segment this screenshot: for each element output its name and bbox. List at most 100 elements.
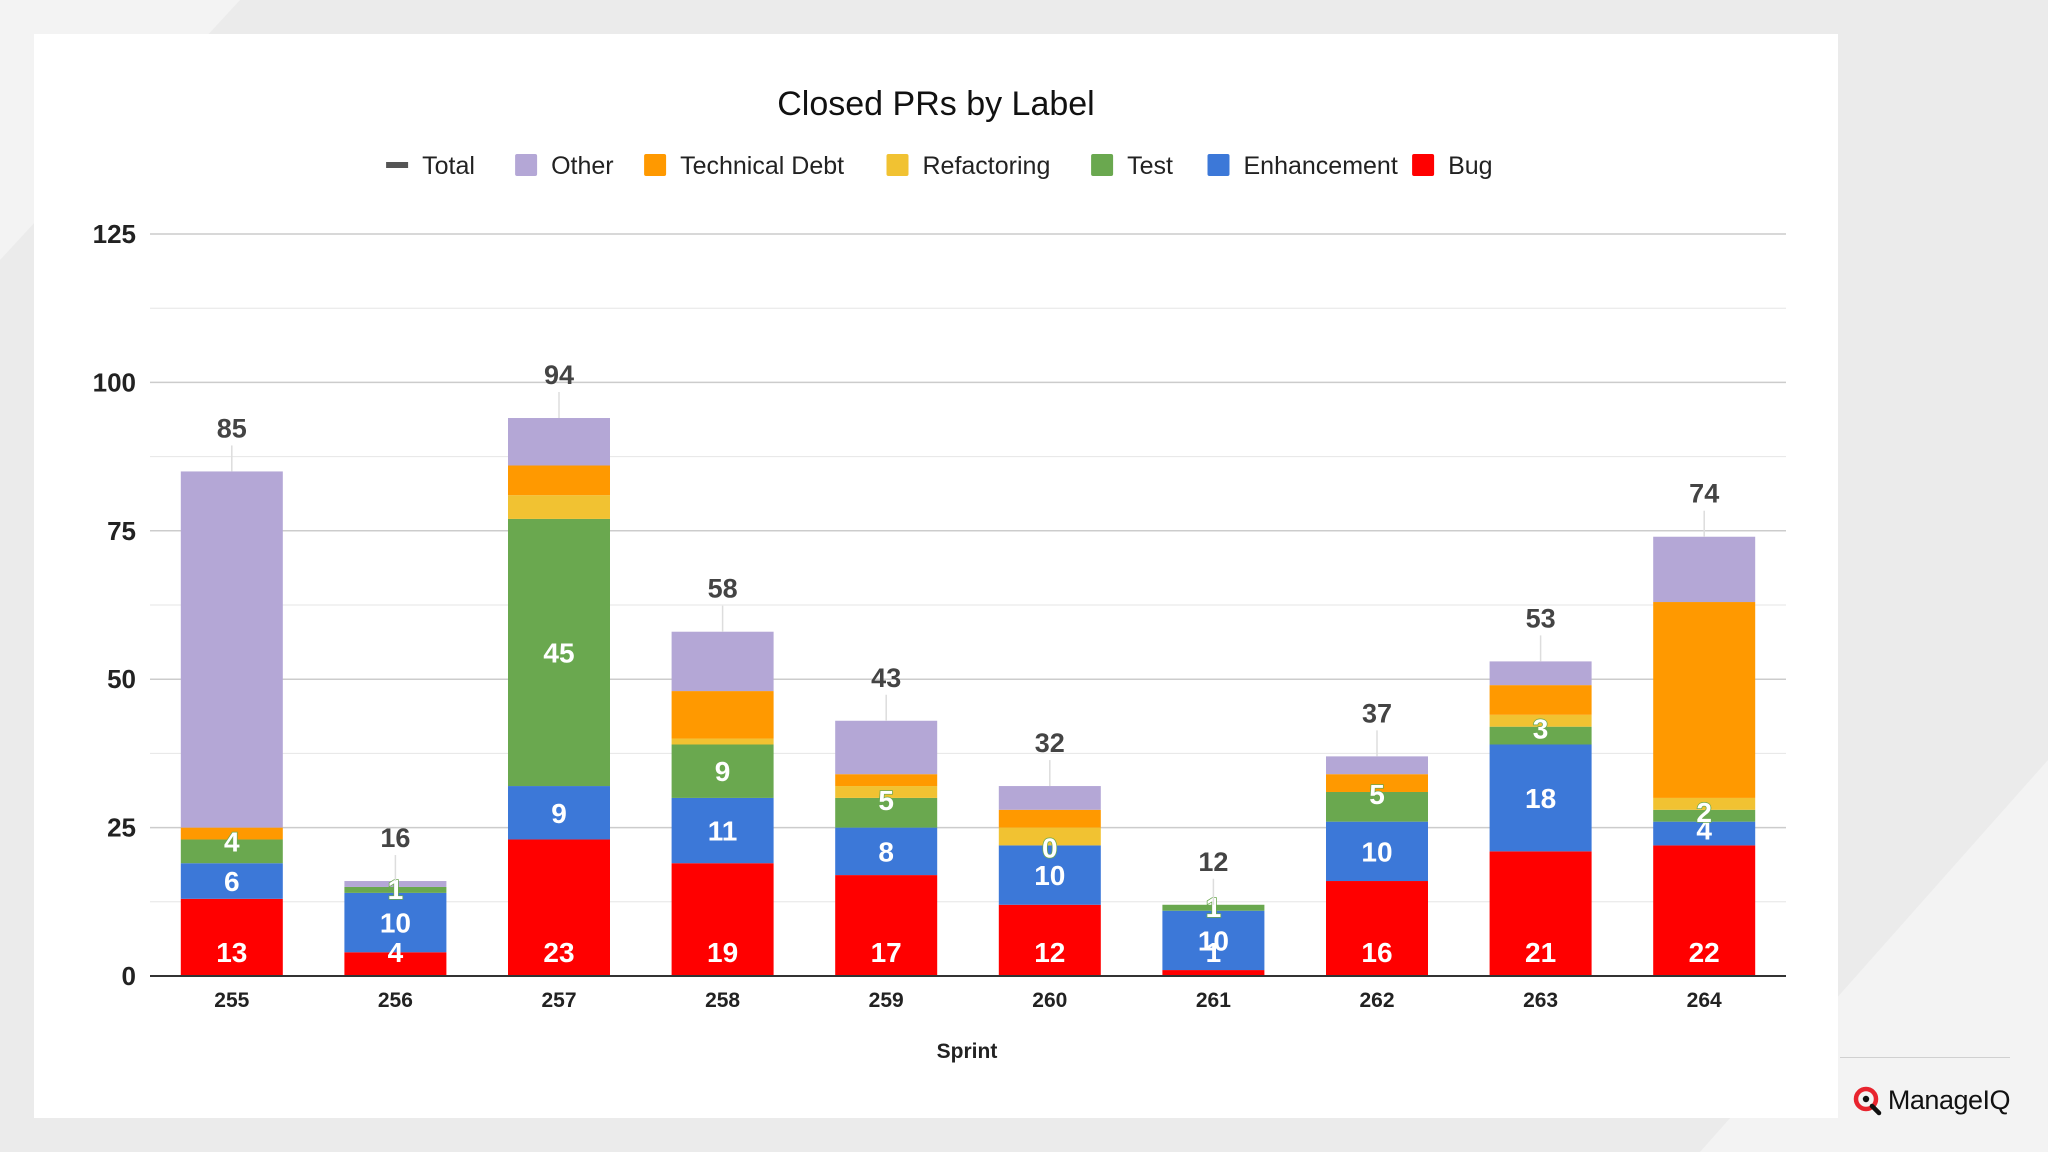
legend-marker-square [1412,154,1435,176]
legend-item: Enhancement [1207,152,1398,180]
bar-segment-other [508,418,610,466]
bar-segment-test [508,518,610,787]
y-tick-label: 100 [93,367,136,397]
legend-item: Refactoring [886,152,1051,180]
legend-marker-line [386,162,409,168]
legend-label: Total [422,152,475,180]
legend-label: Refactoring [923,152,1051,180]
data-label-bug: 13 [216,937,247,968]
bar-segment-test [671,744,774,798]
legend-marker-square [1207,154,1230,176]
bar-segment-test [1653,809,1756,822]
x-tick-label: 263 [1523,989,1558,1012]
x-tick-label: 261 [1196,989,1231,1012]
data-label-enhancement: 10 [1361,836,1392,867]
bar-segment-technical-debt [1489,685,1592,715]
bar-segment-enhancement [1162,910,1265,971]
legend-item: Technical Debt [644,152,844,180]
data-label-enhancement: 11 [708,816,738,847]
x-tick-label: 259 [869,989,904,1012]
legend-item: Other [515,152,614,180]
bar-segment-bug [671,863,774,976]
data-label-bug: 16 [1361,937,1392,968]
bar-segment-other [180,471,283,828]
y-tick-label: 25 [107,813,136,843]
bar-segment-refactoring [671,738,774,745]
bar-segment-technical-debt [1326,774,1428,792]
bar-segment-enhancement [1653,821,1756,846]
data-label-bug: 12 [1034,937,1065,968]
bar-segment-enhancement [1326,821,1428,882]
data-label-test: 0 [1042,832,1058,863]
bar-segment-test [835,797,938,828]
data-label-bug: 23 [543,937,574,968]
data-label-test: 2 [1696,797,1712,828]
bar-segment-bug [1162,970,1265,976]
data-label-enhancement: 18 [1525,783,1556,814]
data-label-bug: 1 [1206,937,1222,968]
brand-name: ManageIQ [1887,1085,2011,1115]
x-tick-label: 264 [1687,989,1722,1012]
total-label: 58 [708,574,738,604]
total-label: 85 [217,413,247,443]
x-axis-label: Sprint [937,1040,998,1063]
data-label-bug: 4 [388,937,404,968]
bar-segment-test [1489,726,1592,745]
y-axis: 0 25 50 75 100 125 [93,219,136,991]
bar-segment-test [1162,904,1265,911]
bar-segment-other [1653,536,1756,603]
bar-segment-refactoring [998,827,1101,846]
bar-segment-refactoring [835,786,938,798]
bar-segment-technical-debt [671,691,774,739]
bar-segment-bug [998,904,1101,976]
legend: Total Other Technical Debt Refactoring Test E… [386,152,1493,180]
bar-segment-enhancement [671,797,774,864]
legend-marker-square [886,154,909,176]
legend-item: Total [386,152,475,180]
bar-segment-other [1489,661,1592,686]
brand-logo: ManageIQ [1852,1085,2011,1116]
y-tick-label: 75 [107,516,136,546]
data-label-test: 5 [878,785,894,816]
bar-segment-bug [835,875,938,976]
bar-segment-technical-debt [180,827,283,840]
y-tick-label: 50 [107,664,136,694]
data-label-enhancement: 10 [380,908,411,939]
bar-segment-bug [180,898,283,976]
data-label-enhancement: 4 [1696,815,1712,846]
data-label-bug: 17 [871,937,902,968]
stacked-bar-chart: Closed PRs by Label Total Other Technical … [93,85,1786,1063]
total-label: 94 [544,360,574,390]
data-label-enhancement: 10 [1034,860,1065,891]
total-label: 74 [1689,479,1719,509]
legend-marker-square [515,154,538,176]
legend-marker-square [1091,154,1114,176]
x-tick-label: 255 [214,989,249,1012]
legend-marker-square [644,154,667,176]
data-label-test: 9 [715,756,731,787]
bar-segment-technical-debt [998,809,1101,828]
bar-segment-refactoring [508,495,610,519]
total-label: 43 [871,663,901,693]
bar-segment-bug [1326,881,1428,976]
total-label: 16 [380,823,410,853]
bar-segment-bug [1653,845,1756,976]
legend-label: Test [1127,152,1173,180]
bar-segment-test [344,886,447,893]
manageiq-logo-icon [1853,1086,1882,1115]
x-tick-label: 260 [1032,989,1067,1012]
total-label: 37 [1362,698,1392,728]
bar-segment-test [180,839,283,864]
data-label-test: 1 [1206,892,1222,923]
bar-segment-enhancement [998,845,1101,905]
legend-label: Other [551,152,614,180]
x-tick-label: 262 [1359,989,1394,1012]
bar-segment-enhancement [835,827,938,876]
y-tick-label: 125 [93,219,136,249]
data-label-test: 1 [388,874,404,905]
bar-segment-bug [1489,851,1592,976]
data-label-test: 4 [224,826,240,857]
data-label-test: 3 [1533,714,1549,745]
legend-label: Technical Debt [680,152,844,180]
slide-card: Closed PRs by Label Total Other Technical … [34,34,1838,1118]
